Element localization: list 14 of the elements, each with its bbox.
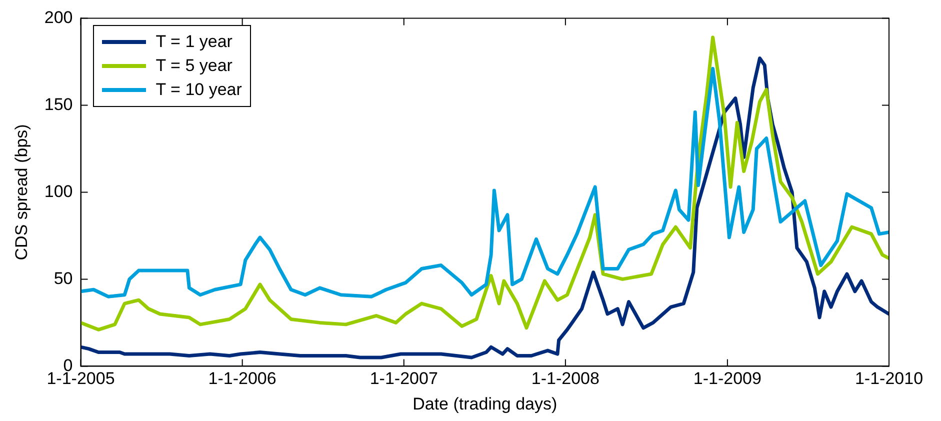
legend-label: T = 10 year [156,80,242,100]
x-tick-label: 1-1-2008 [531,369,600,388]
x-tick-label: 1-1-2007 [370,369,438,388]
x-tick-label: 1-1-2006 [208,369,276,388]
x-tick-label: 1-1-2009 [693,369,762,388]
legend-label: T = 1 year [156,32,232,52]
x-axis-title: Date (trading days) [412,394,558,414]
y-axis-title: CDS spread (bps) [12,124,31,260]
x-tick-label: 1-1-2010 [854,369,924,388]
y-tick-label: 100 [44,182,73,201]
legend-label: T = 5 year [156,56,232,76]
y-tick-label: 150 [44,94,73,114]
y-tick-label: 200 [44,8,73,27]
y-tick-label: 50 [54,268,73,288]
